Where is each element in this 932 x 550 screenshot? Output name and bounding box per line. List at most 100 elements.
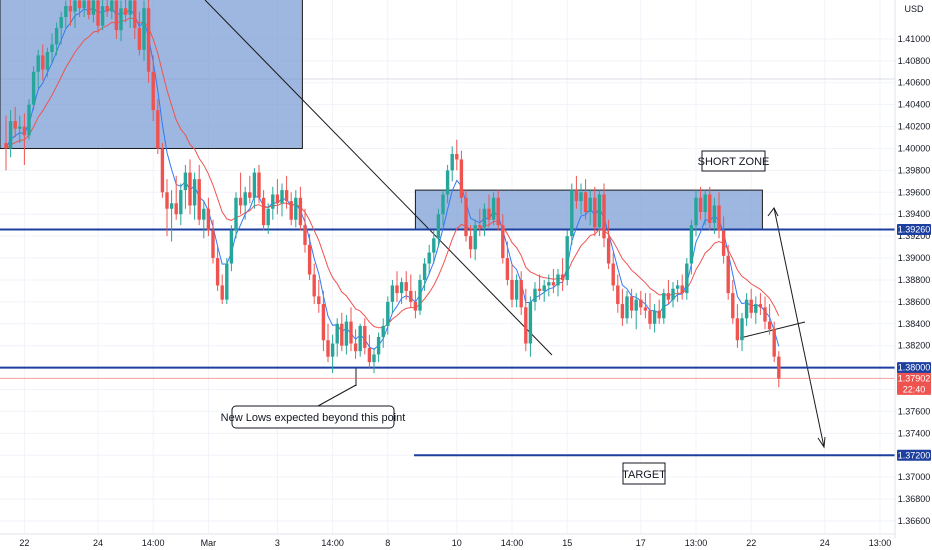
price-tick-label: 1.39800 xyxy=(898,165,931,175)
new-lows-callout-line xyxy=(317,384,357,407)
candle-down xyxy=(735,318,740,341)
candle-up xyxy=(754,304,758,313)
candle-down xyxy=(409,290,413,302)
candle-up xyxy=(491,197,496,220)
candle-down xyxy=(680,285,684,294)
candle-down xyxy=(708,194,712,223)
candle-up xyxy=(234,197,238,231)
candle-up xyxy=(427,252,431,264)
candle-up xyxy=(280,190,284,204)
price-tick-label: 1.36800 xyxy=(898,494,931,504)
candle-up xyxy=(588,197,592,213)
target-label[interactable]: TARGET xyxy=(622,462,666,485)
candle-down xyxy=(349,321,353,344)
short-zone-label-box xyxy=(701,150,766,172)
time-tick-label: 10 xyxy=(452,538,462,548)
candlesticks xyxy=(4,0,781,388)
candle-up xyxy=(689,225,694,264)
price-tick-label: 1.41000 xyxy=(898,34,931,44)
candle-up xyxy=(128,0,132,15)
candle-down xyxy=(772,329,776,357)
candle-down xyxy=(353,343,358,352)
candle-down xyxy=(215,258,220,286)
target-label-box xyxy=(622,462,666,485)
candle-down xyxy=(606,238,611,264)
short-zone-label[interactable]: SHORT ZONE xyxy=(698,150,770,172)
short-zone-label-text: SHORT ZONE xyxy=(698,156,770,168)
candle-up xyxy=(482,208,487,228)
price-tick-label: 1.38800 xyxy=(898,275,931,285)
candle-up xyxy=(528,301,533,344)
candle-up xyxy=(294,197,298,220)
price-tick-label: 1.37000 xyxy=(898,472,931,482)
candle-down xyxy=(519,279,523,308)
price-tick-label: 1.40800 xyxy=(898,56,931,66)
candle-down xyxy=(510,279,514,300)
price-tick-label: 1.38600 xyxy=(898,297,931,307)
candle-up xyxy=(662,293,666,319)
candle-up xyxy=(744,299,749,319)
candle-up xyxy=(376,336,381,355)
candle-down xyxy=(574,190,579,202)
candle-down xyxy=(188,172,192,206)
candle-up xyxy=(110,0,114,12)
candle-down xyxy=(620,304,625,319)
time-axis[interactable]: 22 24 14:00 Mar 3 14:00 8 10 14:00 15 17 13:00 22 24 1… xyxy=(0,533,895,550)
candle-down xyxy=(298,197,303,226)
candle-up xyxy=(100,6,105,26)
time-tick-label: Mar xyxy=(201,538,217,548)
descending-trendline[interactable] xyxy=(204,0,553,356)
time-tick-label: 15 xyxy=(562,538,572,548)
time-tick-label: 3 xyxy=(275,538,280,548)
candle-down xyxy=(4,143,8,149)
countdown-label: 22:40 xyxy=(903,384,926,394)
candle-down xyxy=(326,340,330,357)
zones-layer xyxy=(0,0,763,231)
short-zone-arrow-head xyxy=(767,207,779,217)
candle-up xyxy=(542,285,546,291)
candle-down xyxy=(303,225,307,245)
new-lows-callout[interactable]: New Lows expected beyond this point xyxy=(221,405,406,429)
candle-down xyxy=(602,194,606,239)
candle-up xyxy=(652,310,657,324)
candle-up xyxy=(271,194,275,209)
candle-down xyxy=(496,197,500,226)
supply-zone-box[interactable] xyxy=(0,0,303,149)
candle-down xyxy=(404,282,408,291)
candle-down xyxy=(616,285,620,305)
candle-down xyxy=(367,347,372,363)
candle-up xyxy=(418,279,422,311)
candle-up xyxy=(533,288,537,302)
candle-down xyxy=(629,296,634,311)
candle-down xyxy=(13,121,17,129)
candle-up xyxy=(514,279,519,300)
price-tag-label: 1.37200 xyxy=(898,450,931,460)
candle-down xyxy=(455,153,459,160)
candle-up xyxy=(8,121,13,149)
candle-down xyxy=(731,293,735,319)
new-lows-callout-text: New Lows expected beyond this point xyxy=(221,412,406,424)
candle-down xyxy=(137,27,142,50)
candle-up xyxy=(225,263,229,300)
candle-up xyxy=(712,205,717,223)
candle-down xyxy=(160,148,165,193)
candle-down xyxy=(464,197,468,237)
candle-down xyxy=(501,225,505,259)
candle-up xyxy=(671,288,675,300)
candle-up xyxy=(18,126,22,129)
price-axis[interactable]: USD 1.41000 1.40800 1.40600 1.40400 1.40200 1… xyxy=(894,0,932,538)
price-axis-bg xyxy=(895,0,932,538)
candle-up xyxy=(192,179,197,206)
candle-up xyxy=(441,194,445,215)
target-projection-line[interactable] xyxy=(773,207,825,448)
candle-down xyxy=(312,274,316,297)
candle-down xyxy=(487,208,491,220)
candle-up xyxy=(473,225,477,250)
time-tick-label: 14:00 xyxy=(142,538,165,548)
price-tick-label: 1.39000 xyxy=(898,253,931,263)
target-label-text: TARGET xyxy=(622,469,666,481)
candle-down xyxy=(413,301,418,311)
